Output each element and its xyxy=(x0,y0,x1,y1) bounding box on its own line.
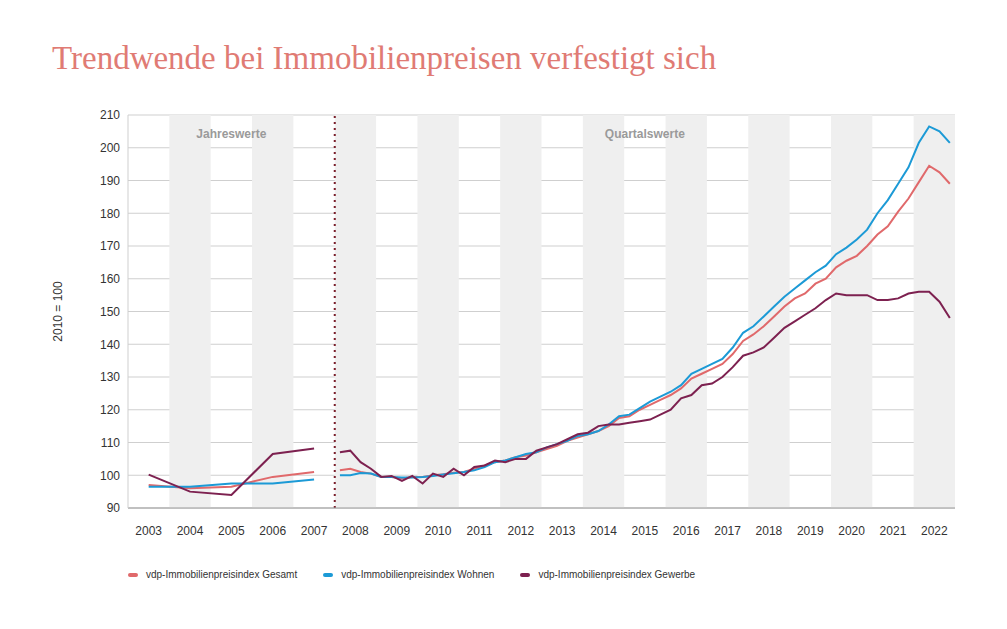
html-text:Trendwende bei Immobilienpreis: Trendwende bei Immobilienpreisen verfest… xyxy=(52,40,717,76)
svg-text:2006: 2006 xyxy=(259,524,286,538)
svg-text:2010: 2010 xyxy=(425,524,452,538)
svg-text:2020: 2020 xyxy=(838,524,865,538)
svg-text:120: 120 xyxy=(100,403,120,417)
svg-text:2010 = 100: 2010 = 100 xyxy=(51,281,65,342)
svg-text:150: 150 xyxy=(100,305,120,319)
svg-text:2019: 2019 xyxy=(797,524,824,538)
svg-text:160: 160 xyxy=(100,272,120,286)
svg-text:180: 180 xyxy=(100,207,120,221)
html-text:vdp-Immobilienpreisindex Gesam: vdp-Immobilienpreisindex Gesamt xyxy=(146,569,298,580)
svg-text:2014: 2014 xyxy=(590,524,617,538)
svg-text:2008: 2008 xyxy=(342,524,369,538)
html-text:vdp-Immobilienpreisindex Wohne: vdp-Immobilienpreisindex Wohnen xyxy=(341,569,495,580)
svg-text:2009: 2009 xyxy=(383,524,410,538)
svg-text:100: 100 xyxy=(100,469,120,483)
svg-text:110: 110 xyxy=(101,436,120,450)
svg-text:130: 130 xyxy=(100,370,120,384)
svg-text:2011: 2011 xyxy=(467,524,493,538)
svg-text:2005: 2005 xyxy=(218,524,245,538)
svg-text:2016: 2016 xyxy=(673,524,700,538)
svg-text:140: 140 xyxy=(100,338,120,352)
svg-text:200: 200 xyxy=(100,141,120,155)
svg-text:2022: 2022 xyxy=(921,524,948,538)
svg-text:2003: 2003 xyxy=(135,524,162,538)
svg-text:2018: 2018 xyxy=(756,524,783,538)
svg-text:190: 190 xyxy=(100,174,120,188)
svg-text:2012: 2012 xyxy=(507,524,534,538)
svg-text:2015: 2015 xyxy=(632,524,659,538)
svg-text:170: 170 xyxy=(100,239,120,253)
html-text:vdp-Immobilienpreisindex Gewer: vdp-Immobilienpreisindex Gewerbe xyxy=(538,569,696,580)
svg-text:2007: 2007 xyxy=(301,524,328,538)
svg-text:2013: 2013 xyxy=(549,524,576,538)
svg-text:90: 90 xyxy=(107,501,121,515)
svg-text:2004: 2004 xyxy=(177,524,204,538)
svg-text:2017: 2017 xyxy=(714,524,741,538)
svg-text:Jahreswerte: Jahreswerte xyxy=(196,127,266,141)
svg-text:2021: 2021 xyxy=(880,524,907,538)
svg-text:210: 210 xyxy=(100,108,120,122)
svg-text:Quartalswerte: Quartalswerte xyxy=(605,127,685,141)
